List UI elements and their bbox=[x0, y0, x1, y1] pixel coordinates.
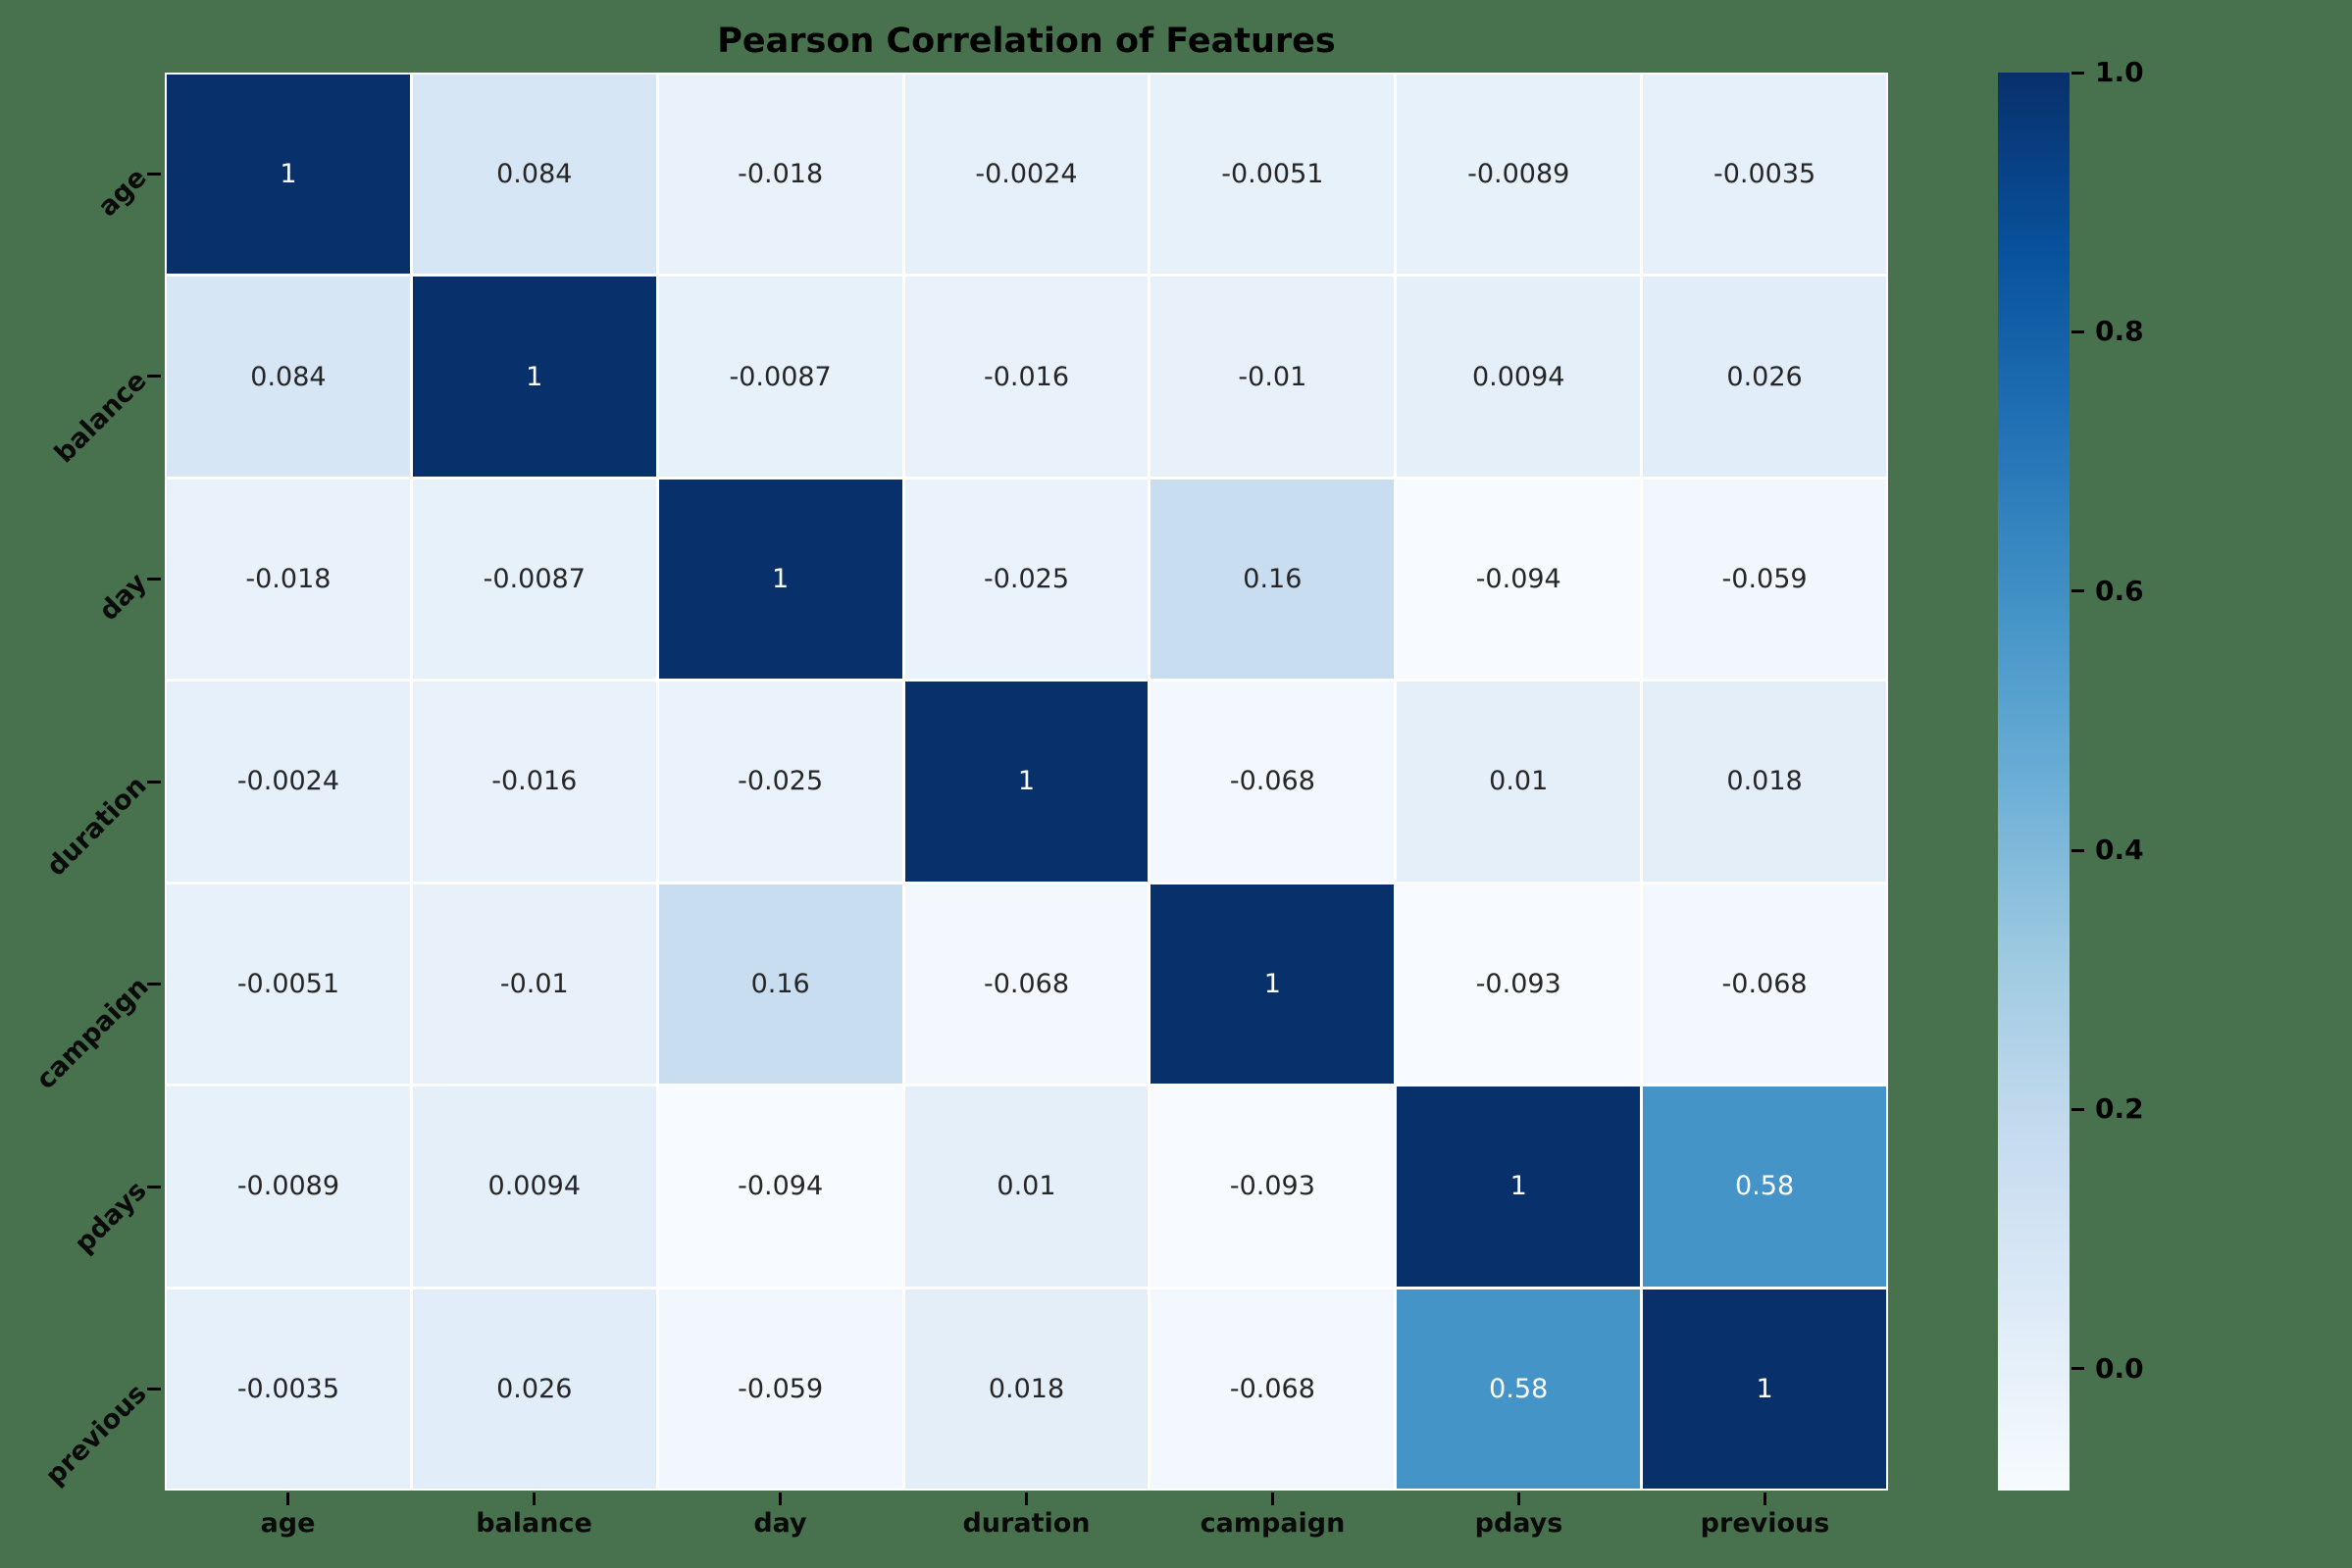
heatmap-cell-campaign-age: -0.0051 bbox=[167, 884, 410, 1085]
y-tick-label-age: age bbox=[92, 162, 153, 224]
heatmap-cell-balance-duration: -0.016 bbox=[904, 277, 1149, 477]
heatmap-cell-pdays-pdays: 1 bbox=[1397, 1087, 1641, 1287]
heatmap-cell-age-day: -0.018 bbox=[658, 75, 902, 275]
heatmap-cell-previous-previous: 1 bbox=[1643, 1289, 1886, 1489]
heatmap-cell-day-previous: -0.059 bbox=[1643, 479, 1886, 680]
x-tick-mark-campaign bbox=[1271, 1492, 1274, 1505]
heatmap-cell-duration-pdays: 0.01 bbox=[1397, 682, 1641, 882]
heatmap-cell-age-age: 1 bbox=[167, 75, 410, 275]
heatmap-cell-previous-duration: 0.018 bbox=[904, 1289, 1149, 1489]
heatmap-cell-balance-age: 0.084 bbox=[167, 277, 410, 477]
y-tick-label-day: day bbox=[93, 568, 153, 628]
y-tick-mark-age bbox=[147, 172, 161, 176]
x-tick-label-previous: previous bbox=[1700, 1508, 1830, 1539]
heatmap-cell-pdays-age: -0.0089 bbox=[167, 1087, 410, 1287]
colorbar-tick-mark-0.2 bbox=[2071, 1107, 2084, 1111]
heatmap-cell-campaign-previous: -0.068 bbox=[1643, 884, 1886, 1085]
x-tick-mark-age bbox=[286, 1492, 289, 1505]
heatmap-cell-age-balance: 0.084 bbox=[412, 75, 656, 275]
colorbar-tick-label-0.4: 0.4 bbox=[2095, 834, 2144, 867]
x-tick-label-pdays: pdays bbox=[1474, 1508, 1563, 1539]
heatmap-cell-day-day: 1 bbox=[658, 479, 902, 680]
heatmap-cell-duration-day: -0.025 bbox=[658, 682, 902, 882]
heatmap-cell-previous-age: -0.0035 bbox=[167, 1289, 410, 1489]
x-tick-mark-pdays bbox=[1517, 1492, 1520, 1505]
x-tick-label-balance: balance bbox=[476, 1508, 592, 1539]
heatmap-cell-previous-pdays: 0.58 bbox=[1397, 1289, 1641, 1489]
heatmap-cell-duration-campaign: -0.068 bbox=[1150, 682, 1395, 882]
heatmap-cell-campaign-balance: -0.01 bbox=[412, 884, 656, 1085]
heatmap-cell-age-campaign: -0.0051 bbox=[1150, 75, 1395, 275]
heatmap-cell-day-balance: -0.0087 bbox=[412, 479, 656, 680]
x-tick-label-age: age bbox=[260, 1508, 316, 1539]
heatmap-cell-campaign-campaign: 1 bbox=[1150, 884, 1395, 1085]
colorbar-tick-label-0.8: 0.8 bbox=[2095, 315, 2144, 348]
y-tick-label-previous: previous bbox=[39, 1378, 153, 1492]
heatmap-cell-pdays-duration: 0.01 bbox=[904, 1087, 1149, 1287]
colorbar-tick-label-0.6: 0.6 bbox=[2095, 574, 2144, 607]
heatmap-cell-previous-campaign: -0.068 bbox=[1150, 1289, 1395, 1489]
heatmap-cell-pdays-day: -0.094 bbox=[658, 1087, 902, 1287]
heatmap-cell-day-pdays: -0.094 bbox=[1397, 479, 1641, 680]
heatmap-cell-age-previous: -0.0035 bbox=[1643, 75, 1886, 275]
x-tick-mark-previous bbox=[1764, 1492, 1766, 1505]
y-tick-mark-previous bbox=[147, 1388, 161, 1391]
x-tick-mark-balance bbox=[533, 1492, 536, 1505]
heatmap-cell-duration-age: -0.0024 bbox=[167, 682, 410, 882]
x-tick-label-duration: duration bbox=[962, 1508, 1091, 1539]
y-tick-mark-pdays bbox=[147, 1185, 161, 1189]
colorbar-tick-mark-0.8 bbox=[2071, 329, 2084, 333]
heatmap-cell-duration-balance: -0.016 bbox=[412, 682, 656, 882]
heatmap-cell-balance-day: -0.0087 bbox=[658, 277, 902, 477]
y-tick-label-pdays: pdays bbox=[69, 1175, 153, 1260]
heatmap-cell-pdays-balance: 0.0094 bbox=[412, 1087, 656, 1287]
heatmap-cell-balance-balance: 1 bbox=[412, 277, 656, 477]
colorbar-tick-mark-0.6 bbox=[2071, 589, 2084, 593]
y-tick-label-campaign: campaign bbox=[30, 971, 155, 1095]
heatmap-cell-pdays-campaign: -0.093 bbox=[1150, 1087, 1395, 1287]
colorbar-tick-label-0.0: 0.0 bbox=[2095, 1351, 2144, 1385]
heatmap-cell-campaign-pdays: -0.093 bbox=[1397, 884, 1641, 1085]
heatmap-cell-balance-campaign: -0.01 bbox=[1150, 277, 1395, 477]
y-tick-mark-balance bbox=[147, 375, 161, 379]
heatmap-cell-campaign-day: 0.16 bbox=[658, 884, 902, 1085]
colorbar-tick-mark-0.4 bbox=[2071, 848, 2084, 852]
colorbar-gradient bbox=[1998, 73, 2070, 1491]
y-tick-label-balance: balance bbox=[48, 365, 153, 470]
x-tick-mark-duration bbox=[1025, 1492, 1028, 1505]
heatmap-cell-age-pdays: -0.0089 bbox=[1397, 75, 1641, 275]
heatmap-cell-balance-previous: 0.026 bbox=[1643, 277, 1886, 477]
heatmap-cell-duration-duration: 1 bbox=[904, 682, 1149, 882]
colorbar-tick-mark-0.0 bbox=[2071, 1367, 2084, 1371]
heatmap-grid: 1 0.084 -0.018 -0.0024 -0.0051 -0.0089 -0.0035… bbox=[165, 73, 1888, 1491]
heatmap-cell-day-age: -0.018 bbox=[167, 479, 410, 680]
heatmap-cell-previous-balance: 0.026 bbox=[412, 1289, 656, 1489]
y-tick-mark-duration bbox=[147, 780, 161, 784]
y-tick-label-duration: duration bbox=[40, 770, 153, 883]
heatmap-cell-pdays-previous: 0.58 bbox=[1643, 1087, 1886, 1287]
heatmap-cell-day-campaign: 0.16 bbox=[1150, 479, 1395, 680]
heatmap-cell-previous-day: -0.059 bbox=[658, 1289, 902, 1489]
heatmap-cell-campaign-duration: -0.068 bbox=[904, 884, 1149, 1085]
y-tick-mark-day bbox=[147, 577, 161, 581]
x-tick-mark-day bbox=[779, 1492, 782, 1505]
heatmap-cell-balance-pdays: 0.0094 bbox=[1397, 277, 1641, 477]
chart-title: Pearson Correlation of Features bbox=[717, 22, 1336, 61]
colorbar-tick-label-1.0: 1.0 bbox=[2095, 56, 2144, 88]
colorbar-tick-label-0.2: 0.2 bbox=[2095, 1092, 2144, 1126]
heatmap-cell-age-duration: -0.0024 bbox=[904, 75, 1149, 275]
x-tick-label-day: day bbox=[753, 1508, 807, 1539]
y-tick-mark-campaign bbox=[147, 983, 161, 986]
x-tick-label-campaign: campaign bbox=[1200, 1508, 1346, 1539]
heatmap-cell-duration-previous: 0.018 bbox=[1643, 682, 1886, 882]
heatmap-cell-day-duration: -0.025 bbox=[904, 479, 1149, 680]
colorbar-tick-mark-1.0 bbox=[2071, 71, 2084, 75]
